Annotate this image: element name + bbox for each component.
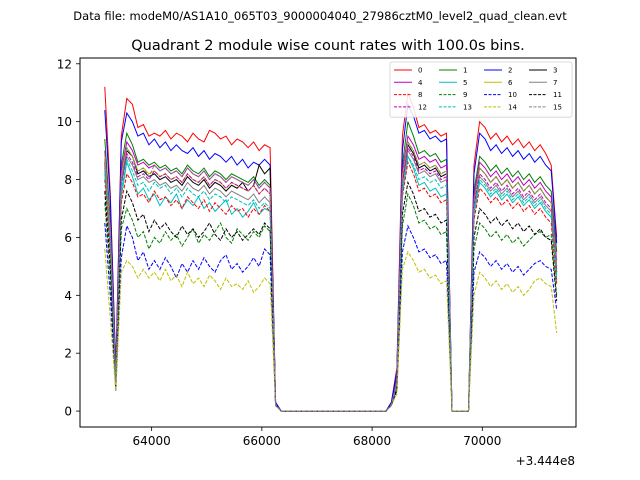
legend-label-10: 10 — [508, 91, 517, 99]
legend-label-8: 8 — [418, 91, 422, 99]
series-line-9 — [104, 192, 558, 412]
series-line-1 — [104, 121, 558, 412]
series-line-10 — [104, 222, 558, 412]
series-line-7 — [104, 149, 558, 412]
legend-label-6: 6 — [508, 79, 513, 87]
legend-label-4: 4 — [418, 79, 423, 87]
legend-label-7: 7 — [553, 79, 557, 87]
legend-label-11: 11 — [553, 91, 562, 99]
y-tick-label: 2 — [64, 347, 72, 361]
data-file-header: Data file: modeM0/AS1A10_065T03_90000040… — [73, 9, 567, 23]
legend-label-15: 15 — [553, 103, 562, 111]
plot-frame — [79, 57, 577, 428]
legend-label-14: 14 — [508, 103, 517, 111]
legend-label-1: 1 — [463, 67, 467, 75]
x-tick-label: 70000 — [463, 434, 501, 448]
y-tick-label: 4 — [64, 289, 72, 303]
x-offset-label: +3.444e8 — [516, 454, 575, 468]
series-line-12 — [104, 146, 558, 412]
x-tick-label: 64000 — [133, 434, 171, 448]
legend-label-2: 2 — [508, 67, 512, 75]
series-line-11 — [104, 180, 558, 412]
legend-label-13: 13 — [463, 103, 472, 111]
y-tick-label: 6 — [64, 231, 72, 245]
series-layer — [104, 86, 558, 412]
legend-label-9: 9 — [463, 91, 467, 99]
x-tick-label: 66000 — [243, 434, 281, 448]
legend-label-3: 3 — [553, 67, 557, 75]
chart-title: Quadrant 2 module wise count rates with … — [131, 38, 525, 54]
y-tick-label: 10 — [57, 115, 72, 129]
legend-box — [389, 61, 573, 118]
y-tick-label: 0 — [64, 405, 72, 419]
legend-label-0: 0 — [418, 67, 422, 75]
y-tick-label: 8 — [64, 173, 72, 187]
series-line-2 — [104, 102, 558, 412]
legend-label-12: 12 — [418, 103, 427, 111]
y-tick-label: 12 — [57, 57, 72, 71]
legend-label-5: 5 — [463, 79, 467, 87]
series-line-6 — [104, 140, 558, 412]
series-line-14 — [104, 248, 558, 412]
series-line-15 — [104, 140, 558, 412]
x-tick-label: 68000 — [353, 434, 391, 448]
series-line-0 — [104, 86, 558, 412]
series-line-4 — [104, 134, 558, 412]
